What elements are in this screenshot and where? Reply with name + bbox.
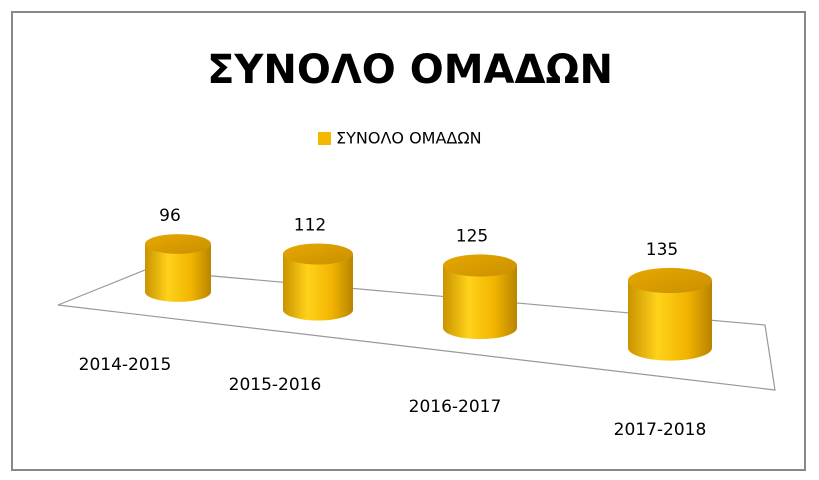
legend-swatch bbox=[318, 132, 331, 145]
cylinder-top bbox=[145, 234, 211, 254]
data-label: 135 bbox=[646, 240, 678, 260]
data-label: 112 bbox=[294, 216, 326, 236]
cylinder-body bbox=[443, 265, 517, 340]
data-label: 125 bbox=[456, 226, 488, 246]
cylinder bbox=[443, 254, 517, 340]
x-tick-label: 2015-2016 bbox=[229, 375, 322, 395]
floor bbox=[57, 269, 776, 391]
chart-title: ΣΥΝΟΛΟ ΟΜΑΔΩΝ bbox=[207, 47, 613, 93]
x-tick-label: 2017-2018 bbox=[614, 420, 707, 440]
cylinder bbox=[145, 234, 211, 302]
chart-frame bbox=[11, 11, 806, 471]
x-tick-label: 2014-2015 bbox=[79, 355, 172, 375]
cylinder-top bbox=[283, 243, 353, 265]
cylinder-body bbox=[628, 280, 712, 361]
x-tick-label: 2016-2017 bbox=[409, 397, 502, 417]
data-label: 96 bbox=[159, 206, 181, 226]
cylinder-top bbox=[443, 254, 517, 277]
legend-label: ΣΥΝΟΛΟ ΟΜΑΔΩΝ bbox=[336, 129, 482, 148]
cylinder-body bbox=[283, 254, 353, 321]
cylinder bbox=[283, 243, 353, 321]
cylinder bbox=[628, 267, 712, 361]
cylinder-body bbox=[145, 244, 211, 302]
cylinder-top bbox=[628, 267, 712, 294]
